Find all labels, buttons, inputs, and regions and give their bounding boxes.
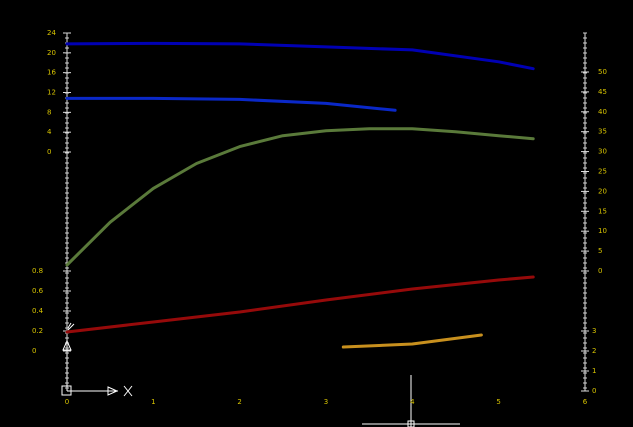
y-tick-label: 16	[47, 69, 56, 77]
y-tick-label: 40	[598, 108, 607, 116]
crosshair-pickbox	[407, 420, 415, 427]
y-tick-label: 12	[47, 89, 56, 97]
curve	[65, 127, 535, 267]
curve	[341, 333, 483, 349]
y-tick-label: 0.2	[32, 327, 43, 335]
y-tick-label: 0.8	[32, 267, 43, 275]
y-tick-label: 24	[47, 29, 56, 37]
y-tick-label: 8	[47, 108, 51, 116]
y-tick-label: 3	[592, 327, 596, 335]
y-tick-label: 35	[598, 128, 607, 136]
ucs-y-mark	[67, 322, 75, 331]
y-tick-label: 20	[47, 49, 56, 57]
y-tick-label: 25	[598, 168, 607, 176]
ucs-y-arrow	[62, 339, 72, 351]
y-tick-label: 0	[592, 387, 596, 395]
curve	[65, 96, 397, 112]
curve	[65, 41, 535, 71]
x-tick-label: 2	[237, 398, 241, 406]
y-tick-label: 0	[598, 267, 602, 275]
y-tick-label: 0.6	[32, 287, 44, 295]
ucs-box	[61, 385, 72, 396]
y-tick-label: 0.4	[32, 307, 44, 315]
minor-ticks	[65, 32, 587, 389]
y-tick-label: 50	[598, 68, 607, 76]
ucs-x-arrow	[107, 386, 119, 396]
y-tick-label: 45	[598, 88, 607, 96]
y-tick-label: 0	[47, 148, 51, 156]
y-tick-label: 2	[592, 347, 596, 355]
x-tick-label: 5	[496, 398, 500, 406]
x-tick-label: 4	[410, 398, 415, 406]
y-tick-label: 20	[598, 187, 607, 195]
curve	[65, 275, 535, 334]
x-tick-label: 6	[583, 398, 588, 406]
y-tick-label: 5	[598, 247, 602, 255]
y-tick-label: 0	[32, 347, 36, 355]
y-tick-label: 1	[592, 367, 596, 375]
y-tick-label: 30	[598, 148, 607, 156]
x-tick-label: 0	[65, 398, 69, 406]
y-tick-label: 10	[598, 227, 607, 235]
crosshair	[362, 375, 460, 427]
x-tick-label: 3	[324, 398, 328, 406]
x-tick-label: 1	[151, 398, 155, 406]
y-tick-label: 15	[598, 207, 607, 215]
ucs-x-mark	[123, 385, 133, 397]
y-tick-label: 4	[47, 128, 52, 136]
